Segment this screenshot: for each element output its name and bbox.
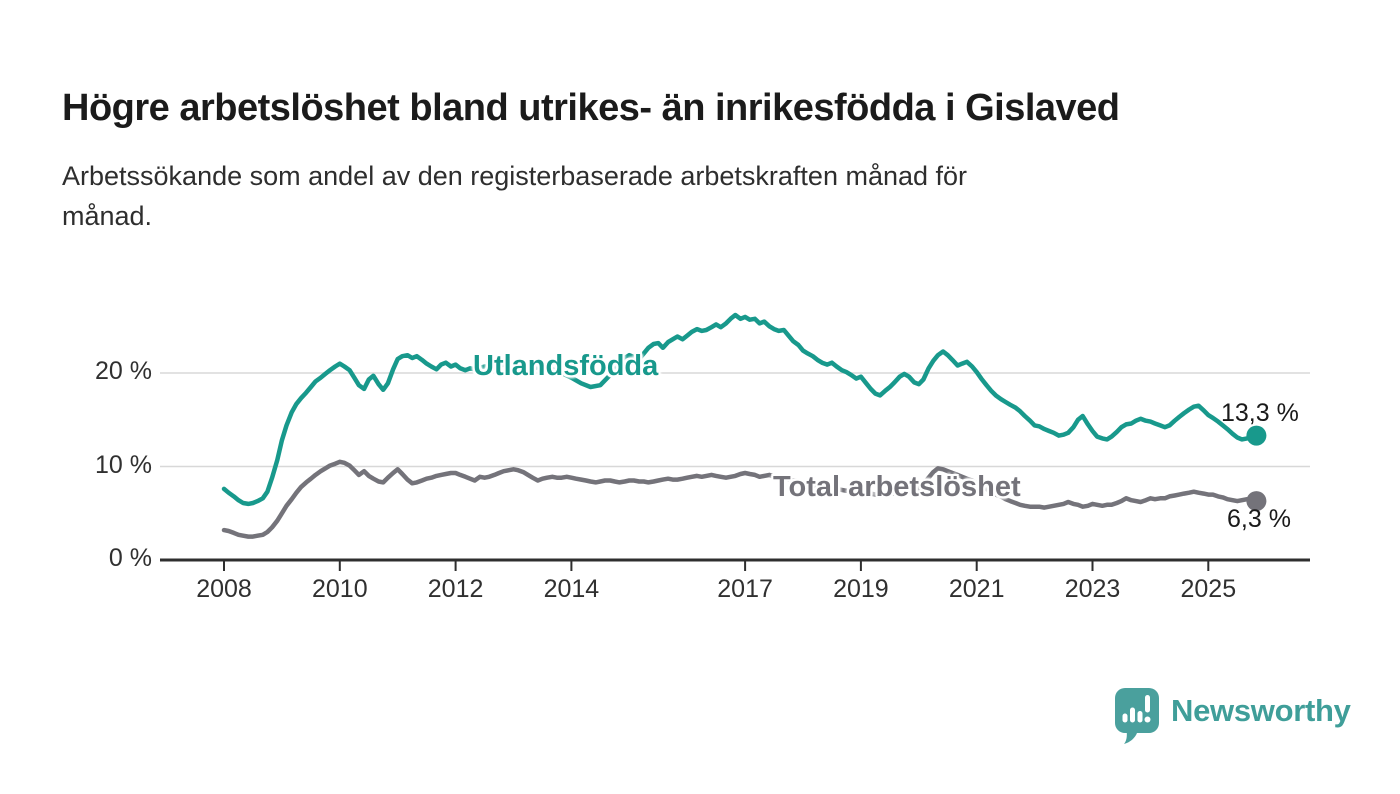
y-axis-label: 20 % — [95, 357, 152, 385]
x-axis: 2008 2010 2012 2014 2017 2019 2021 2023 2025 — [0, 575, 1400, 615]
x-axis-label: 2010 — [311, 575, 368, 603]
x-axis-label: 2012 — [427, 575, 484, 603]
x-axis-label: 2023 — [1064, 575, 1121, 603]
x-axis-label: 2017 — [717, 575, 773, 603]
subtitle-line-2: månad. — [62, 201, 153, 231]
end-value-total: 6,3 % — [1227, 505, 1291, 533]
chart-subtitle: Arbetssökande som andel av den registerb… — [62, 156, 1262, 236]
series-label-total: Total arbetslöshet — [773, 471, 1021, 503]
x-axis-label: 2021 — [948, 575, 1005, 603]
y-axis: 0 % 10 % 20 % — [58, 0, 152, 620]
series-label-utlandsfodda: Utlandsfödda — [473, 350, 659, 382]
x-axis-label: 2019 — [833, 575, 889, 603]
newsworthy-logo: Newsworthy — [1115, 688, 1351, 744]
speech-bubble-chart-icon — [1115, 688, 1159, 744]
x-axis-label: 2014 — [543, 575, 600, 603]
page-title: Högre arbetslöshet bland utrikes- än inr… — [62, 87, 1120, 130]
y-axis-label: 10 % — [95, 450, 152, 479]
y-axis-label: 0 % — [108, 544, 152, 572]
subtitle-line-1: Arbetssökande som andel av den registerb… — [62, 161, 968, 191]
end-value-utlandsfodda: 13,3 % — [1221, 399, 1299, 427]
x-axis-label: 2008 — [196, 575, 252, 603]
x-axis-label: 2025 — [1180, 575, 1237, 603]
brand-name: Newsworthy — [1171, 693, 1351, 728]
